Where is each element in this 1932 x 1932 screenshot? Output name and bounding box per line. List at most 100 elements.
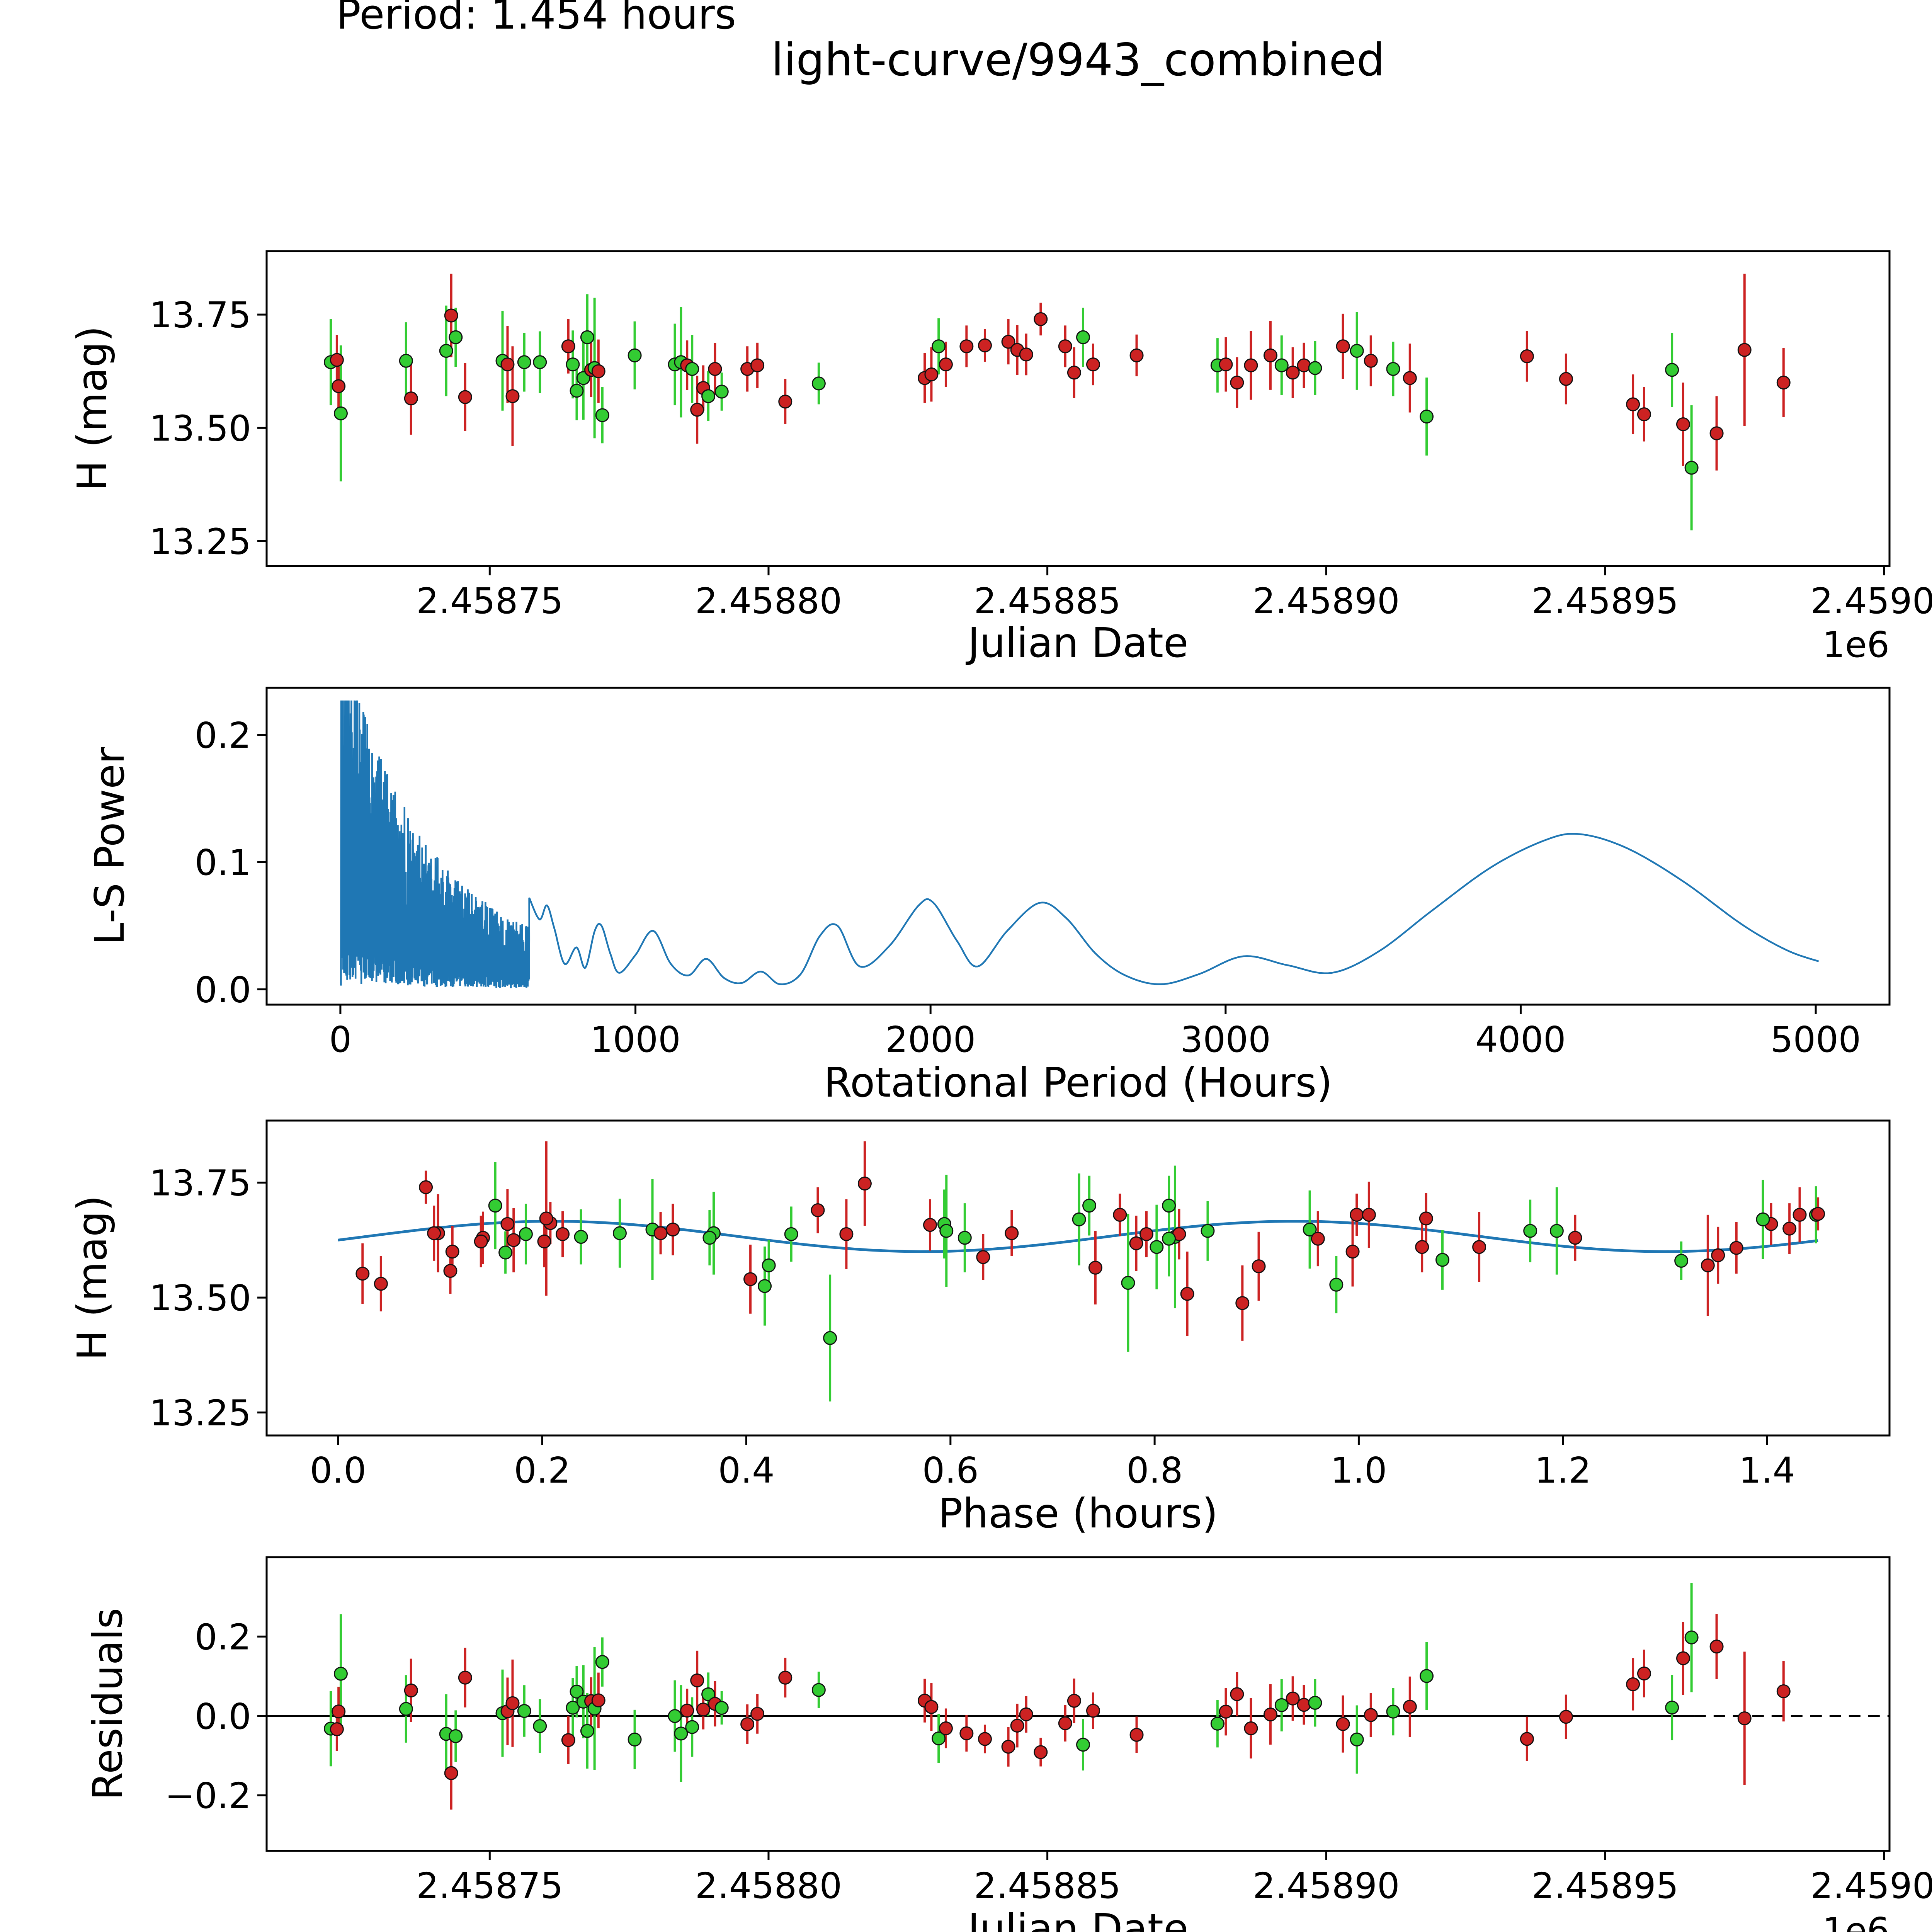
data-point [1219,1704,1233,1719]
data-point [1086,1704,1100,1718]
y-tick-label: 0.0 [195,969,251,1010]
p4-ylabel: Residuals [84,1608,131,1800]
data-point [1729,1241,1743,1255]
y-tick-label: 13.50 [150,1277,251,1319]
y-tick-label: −0.2 [165,1775,251,1816]
data-point [1129,1236,1143,1250]
x-tick-label: 2.45900 [1810,580,1932,622]
data-point [685,1720,699,1734]
data-point [1005,1226,1019,1240]
data-point [714,384,729,399]
x-tick-label: 4000 [1475,1019,1566,1060]
p1-offset-label: 1e6 [1822,624,1889,665]
p1-xlabel: Julian Date [965,619,1188,667]
data-point [399,354,413,368]
data-point [330,353,344,367]
data-point [959,339,974,354]
data-point [1274,358,1289,372]
data-point [1019,1707,1033,1721]
data-point [1709,1639,1724,1654]
data-point [674,1726,688,1741]
period-annotation: Period: 1.454 hours [336,0,736,38]
data-point [957,1231,972,1245]
data-point [778,395,793,409]
data-point [505,389,520,403]
data-point [1420,1669,1434,1683]
data-point [1676,417,1690,431]
data-point [595,408,609,422]
data-point [1523,1224,1537,1238]
data-point [1244,1721,1258,1735]
data-point [628,1732,642,1747]
data-point [595,1655,609,1669]
data-point [1674,1253,1689,1268]
data-point [1684,1630,1699,1645]
data-point [959,1726,974,1740]
data-point [1129,348,1144,362]
data-point [1230,376,1244,390]
x-tick-label: 0.4 [718,1450,774,1491]
data-point [1793,1208,1807,1222]
data-point [1263,1708,1277,1722]
data-point [566,357,580,372]
data-point [1811,1207,1825,1221]
data-point [444,1766,458,1780]
data-point [612,1226,627,1240]
x-tick-label: 2.45885 [974,580,1121,622]
data-point [1001,1740,1015,1754]
data-point [1162,1199,1176,1213]
data-point [1626,1677,1640,1691]
x-tick-label: 5000 [1770,1019,1861,1060]
data-point [811,1203,825,1218]
data-point [1201,1224,1215,1238]
x-tick-label: 0.6 [922,1450,979,1491]
data-point [537,1234,551,1248]
data-point [923,1218,937,1232]
data-point [1782,1221,1797,1236]
data-point [1403,371,1417,385]
p1-frame [265,250,1891,567]
data-point [580,1724,594,1738]
data-point [1072,1212,1086,1226]
data-point [666,1222,680,1236]
data-point [419,1180,433,1194]
data-point [762,1258,776,1272]
y-tick-label: 13.50 [150,408,251,449]
data-point [574,1230,588,1244]
data-point [1737,343,1752,357]
data-point [823,1331,837,1345]
y-tick-label: 13.75 [150,294,251,336]
x-tick-label: 2.45875 [416,1865,563,1906]
x-tick-label: 3000 [1180,1019,1271,1060]
y-tick-label: 13.25 [150,1393,251,1434]
data-point [330,1722,344,1736]
data-point [1362,1208,1376,1222]
data-point [1420,410,1434,424]
data-point [690,1673,704,1687]
p3-frame [265,1119,1891,1437]
data-point [1345,1245,1360,1259]
x-tick-label: 2.45895 [1532,580,1679,622]
data-point [1386,1704,1400,1719]
data-point [519,1227,533,1241]
data-point [570,384,584,398]
data-point [1350,344,1364,358]
x-tick-label: 2.45885 [974,1865,1121,1906]
data-point [458,390,472,404]
data-point [1230,1687,1244,1701]
data-point [811,1683,826,1697]
data-point [1737,1711,1752,1726]
data-point [690,403,704,417]
data-point [1001,335,1015,349]
p1-data [323,274,1791,531]
data-point [1082,1199,1097,1213]
data-point [758,1279,772,1293]
data-point [444,308,458,323]
data-point [1235,1296,1250,1310]
data-point [1520,1732,1534,1746]
data-point [932,1731,946,1745]
y-tick-label: 0.1 [195,842,251,883]
p4-data [267,1582,1889,1810]
data-point [443,1264,457,1278]
data-point [505,1696,520,1710]
